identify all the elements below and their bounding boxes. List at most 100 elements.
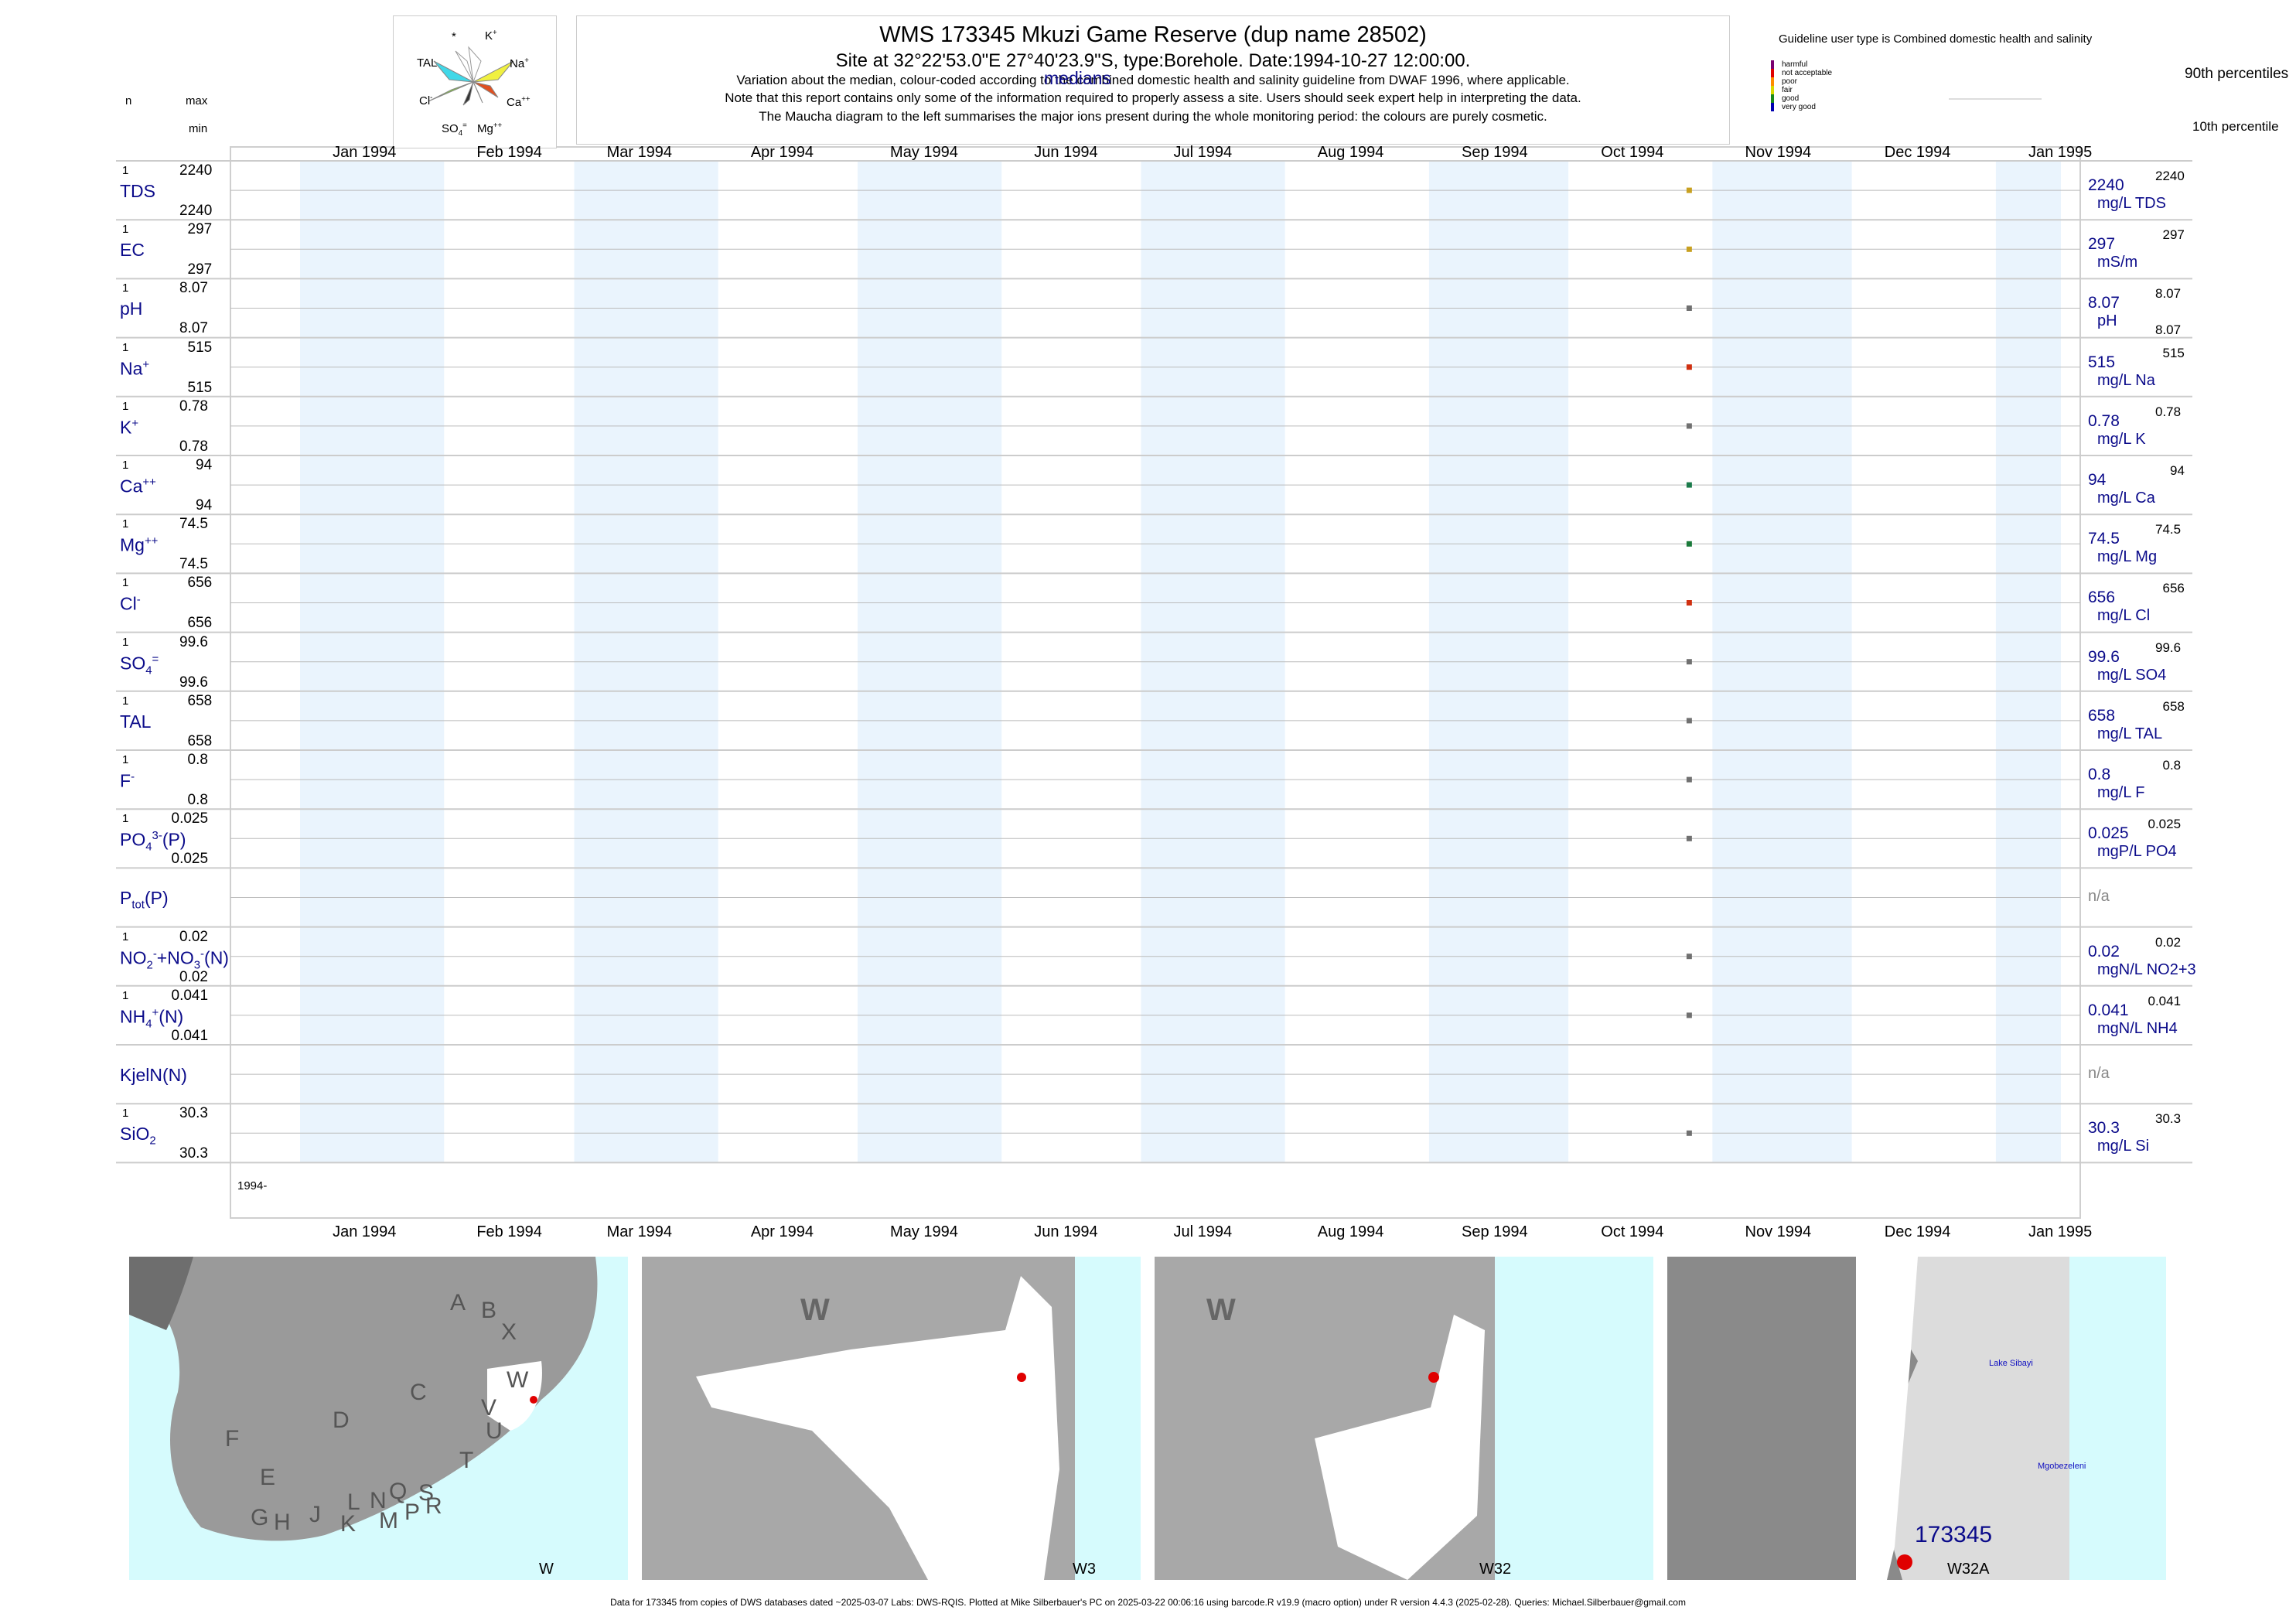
map-catchment xyxy=(1856,1257,1918,1580)
parameter-min: 656 xyxy=(187,615,213,632)
map-region-letter: R xyxy=(425,1493,442,1519)
map-region-w xyxy=(487,1361,542,1431)
parameter-median: 99.6 xyxy=(2088,647,2120,666)
legend-swatch xyxy=(1771,60,1774,69)
maucha-shape xyxy=(428,46,514,106)
parameter-unit: mS/m xyxy=(2097,254,2138,271)
month-label-top: Jan 1995 xyxy=(2028,144,2093,161)
maucha-label-so4: SO4= xyxy=(442,121,467,138)
parameter-max: 0.78 xyxy=(179,397,208,415)
map-region-letter: S xyxy=(418,1480,435,1506)
map-region-letter: P xyxy=(404,1499,421,1525)
map-region-letter: B xyxy=(481,1298,497,1323)
map-region-letter: J xyxy=(309,1502,321,1527)
parameter-n: 1 xyxy=(122,812,129,826)
data-point xyxy=(1686,305,1692,311)
data-point xyxy=(1686,718,1692,724)
legend-category: good xyxy=(1771,94,1799,103)
maucha-label-star: * xyxy=(452,30,456,43)
parameter-na: n/a xyxy=(2088,888,2110,906)
data-point xyxy=(1686,954,1692,960)
parameter-n: 1 xyxy=(122,753,129,766)
parameter-max: 656 xyxy=(187,575,213,592)
month-label-bottom: Jan 1995 xyxy=(2028,1223,2093,1240)
month-label-top: Nov 1994 xyxy=(1745,144,1812,161)
month-label-bottom: Sep 1994 xyxy=(1462,1223,1528,1240)
parameter-unit: mg/L Na xyxy=(2097,371,2155,389)
parameter-rmax: 99.6 xyxy=(2155,640,2182,655)
parameter-min: 515 xyxy=(187,379,213,396)
parameter-median: 0.8 xyxy=(2088,766,2111,783)
legend-category-label: very good xyxy=(1782,103,1816,111)
parameter-unit: mg/L TAL xyxy=(2097,725,2163,742)
data-marks xyxy=(1686,187,1692,1136)
note-line-2: Note that this report contains only some… xyxy=(725,90,1581,105)
map-site-dot xyxy=(1897,1554,1912,1570)
map-land-dark xyxy=(1667,1257,1918,1580)
legend-medians: medians xyxy=(1044,68,1111,88)
parameter-unit: pH xyxy=(2097,312,2117,330)
parameter-name: SiO2 xyxy=(120,1124,156,1148)
parameter-na: n/a xyxy=(2088,1065,2110,1082)
map-land-dark xyxy=(129,1257,193,1330)
map-region-letter: D xyxy=(333,1407,350,1433)
parameter-n: 1 xyxy=(122,930,129,943)
data-point xyxy=(1686,187,1692,193)
header-n: n xyxy=(125,94,132,107)
month-label-bottom: Oct 1994 xyxy=(1601,1223,1664,1240)
map-region-letter: E xyxy=(260,1465,276,1490)
map-catchment xyxy=(1315,1315,1485,1580)
parameter-rmax: 74.5 xyxy=(2155,522,2182,537)
month-label-bottom: Dec 1994 xyxy=(1884,1223,1951,1240)
parameter-rmax: 0.041 xyxy=(2148,993,2182,1008)
parameter-min: 30.3 xyxy=(179,1145,208,1162)
parameter-median: 94 xyxy=(2088,471,2107,489)
parameter-max: 0.8 xyxy=(187,752,208,768)
maucha-star xyxy=(455,50,474,83)
parameter-median: 0.02 xyxy=(2088,942,2120,960)
parameter-median: 8.07 xyxy=(2088,294,2120,312)
legend-swatch xyxy=(1771,69,1774,77)
map-big-letter: W xyxy=(1206,1293,1236,1327)
parameter-max: 515 xyxy=(187,339,213,356)
parameter-rmax: 0.8 xyxy=(2162,758,2182,773)
legend-category: very good xyxy=(1771,103,1816,111)
legend-p10: 10th percentile xyxy=(2192,119,2279,134)
parameter-n: 1 xyxy=(122,988,129,1002)
maucha-cl xyxy=(428,81,474,102)
map-region-letter: C xyxy=(410,1380,427,1405)
parameter-name: NO2-+NO3-(N) xyxy=(120,947,229,971)
parameter-name: TDS xyxy=(120,181,155,201)
parameter-n: 1 xyxy=(122,1107,129,1121)
maucha-so4 xyxy=(462,81,474,106)
parameter-rmax: 0.78 xyxy=(2155,404,2182,419)
parameter-max: 0.025 xyxy=(171,810,209,827)
parameter-max: 297 xyxy=(187,221,213,238)
note-line-3: The Maucha diagram to the left summarise… xyxy=(759,109,1547,124)
parameter-name: F- xyxy=(120,770,135,791)
month-label-top: Feb 1994 xyxy=(476,144,542,161)
parameter-n: 1 xyxy=(122,517,129,531)
maucha-k xyxy=(468,46,482,83)
parameter-max: 30.3 xyxy=(179,1105,208,1122)
month-label-top: Jan 1994 xyxy=(333,144,397,161)
maucha-tal xyxy=(433,60,474,83)
parameter-unit: mg/L TDS xyxy=(2097,195,2166,212)
parameter-max: 74.5 xyxy=(179,516,208,533)
map-site-label: 173345 xyxy=(1915,1522,1993,1547)
map-region-letter: U xyxy=(486,1418,503,1444)
parameter-unit: mg/L Cl xyxy=(2097,607,2151,625)
parameter-name: Cl- xyxy=(120,593,141,615)
legend-category: not acceptable xyxy=(1771,69,1832,77)
parameter-name: pH xyxy=(120,299,143,319)
month-label-top: Dec 1994 xyxy=(1884,144,1951,161)
parameter-name: Na+ xyxy=(120,357,150,379)
page-subtitle: Site at 32°22'53.0"E 27°40'23.9"S, type:… xyxy=(835,50,1471,71)
parameter-max: 99.6 xyxy=(179,633,208,650)
map-catchment xyxy=(696,1276,1059,1580)
parameter-max: 658 xyxy=(187,692,213,709)
legend-swatch xyxy=(1771,86,1774,94)
legend-swatch xyxy=(1771,77,1774,86)
data-point xyxy=(1686,364,1692,370)
